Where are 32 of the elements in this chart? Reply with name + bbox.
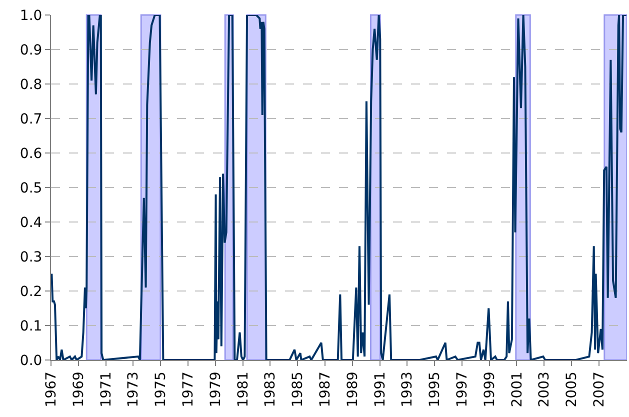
x-tick-label: 1993 [400,372,416,408]
y-tick-label: 0.6 [20,146,42,162]
x-tick-label: 1991 [372,372,388,408]
y-tick-label: 0.8 [20,76,42,93]
x-tick-label: 2007 [591,372,608,408]
x-tick-label: 1969 [70,372,87,408]
x-tick-label: 1967 [44,372,60,408]
x-tick-label: 1977 [180,372,197,408]
x-tick-label: 1985 [290,372,306,408]
x-tick-label: 1987 [318,372,334,408]
y-tick-label: 0.7 [20,111,42,128]
y-tick-label: 0.1 [20,318,42,334]
x-tick-label: 1997 [454,372,470,408]
x-tick-label: 1983 [262,372,279,408]
x-tick-label: 1973 [126,372,142,408]
y-tick-label: 0.9 [20,42,42,58]
x-tick-label: 2005 [564,372,580,408]
y-tick-label: 0.0 [20,352,42,369]
x-tick-label: 2001 [509,372,526,408]
x-tick-label: 1971 [98,372,114,408]
x-tick-label: 1981 [235,372,252,408]
x-tick-label: 1989 [344,372,361,408]
x-tick-label: 1995 [427,372,444,408]
x-tick-label: 1975 [153,372,170,408]
y-tick-label: 0.3 [20,249,42,266]
x-tick-label: 2003 [536,372,553,408]
y-tick-label: 1.0 [20,8,42,24]
x-tick-label: 1979 [208,372,224,408]
y-tick-label: 0.4 [20,214,42,231]
x-tick-label: 1999 [482,372,498,408]
y-tick-label: 0.5 [20,180,42,196]
y-tick-label: 0.2 [20,284,42,300]
